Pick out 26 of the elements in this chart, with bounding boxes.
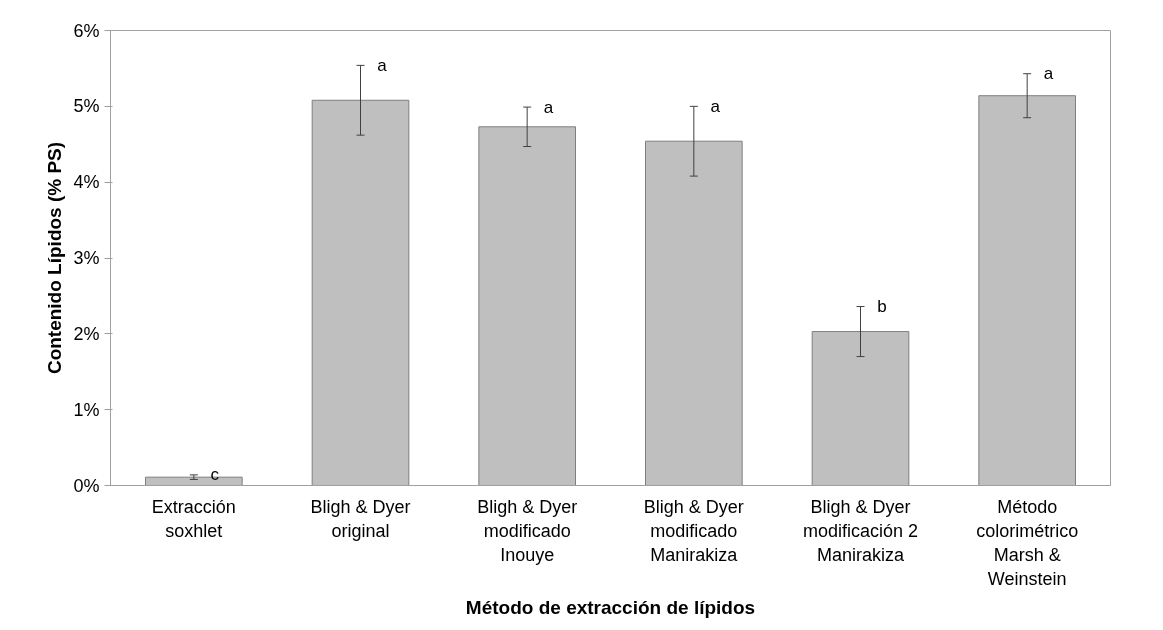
x-tick-label: Bligh & Dyer original (310, 496, 411, 541)
bar (811, 331, 910, 486)
bar (478, 126, 576, 486)
bar (645, 140, 743, 486)
y-tick-label: 3% (73, 248, 100, 268)
y-axis-title: Contenido Lípidos (% PS) (44, 141, 66, 375)
y-tick-label: 4% (73, 172, 100, 193)
x-tick-label: Método colorimétrico Marsh & Weinstein (976, 496, 1079, 589)
bar (978, 95, 1076, 486)
annotation: a (710, 96, 721, 116)
annotation: b (877, 297, 887, 317)
x-tick-label: Bligh & Dyer modificación 2 Manirakiza (802, 496, 919, 565)
x-tick-label: Extracción soxhlet (151, 496, 236, 541)
annotation: a (1043, 64, 1054, 84)
y-tick-label: 2% (73, 323, 100, 344)
annotation: c (210, 465, 220, 485)
x-tick-label: Bligh & Dyer modificado Manirakiza (643, 496, 744, 565)
y-tick-label: 0% (73, 475, 100, 496)
y-tick-label: 5% (73, 96, 100, 117)
annotation: a (377, 55, 388, 75)
y-tick-label: 6% (73, 20, 100, 41)
annotation: a (543, 97, 554, 117)
x-tick-label: Bligh & Dyer modificado Inouye (477, 496, 578, 565)
bar (311, 99, 410, 486)
x-axis-title: Método de extracción de lípidos (465, 596, 756, 618)
y-tick-label: 1% (73, 399, 100, 420)
